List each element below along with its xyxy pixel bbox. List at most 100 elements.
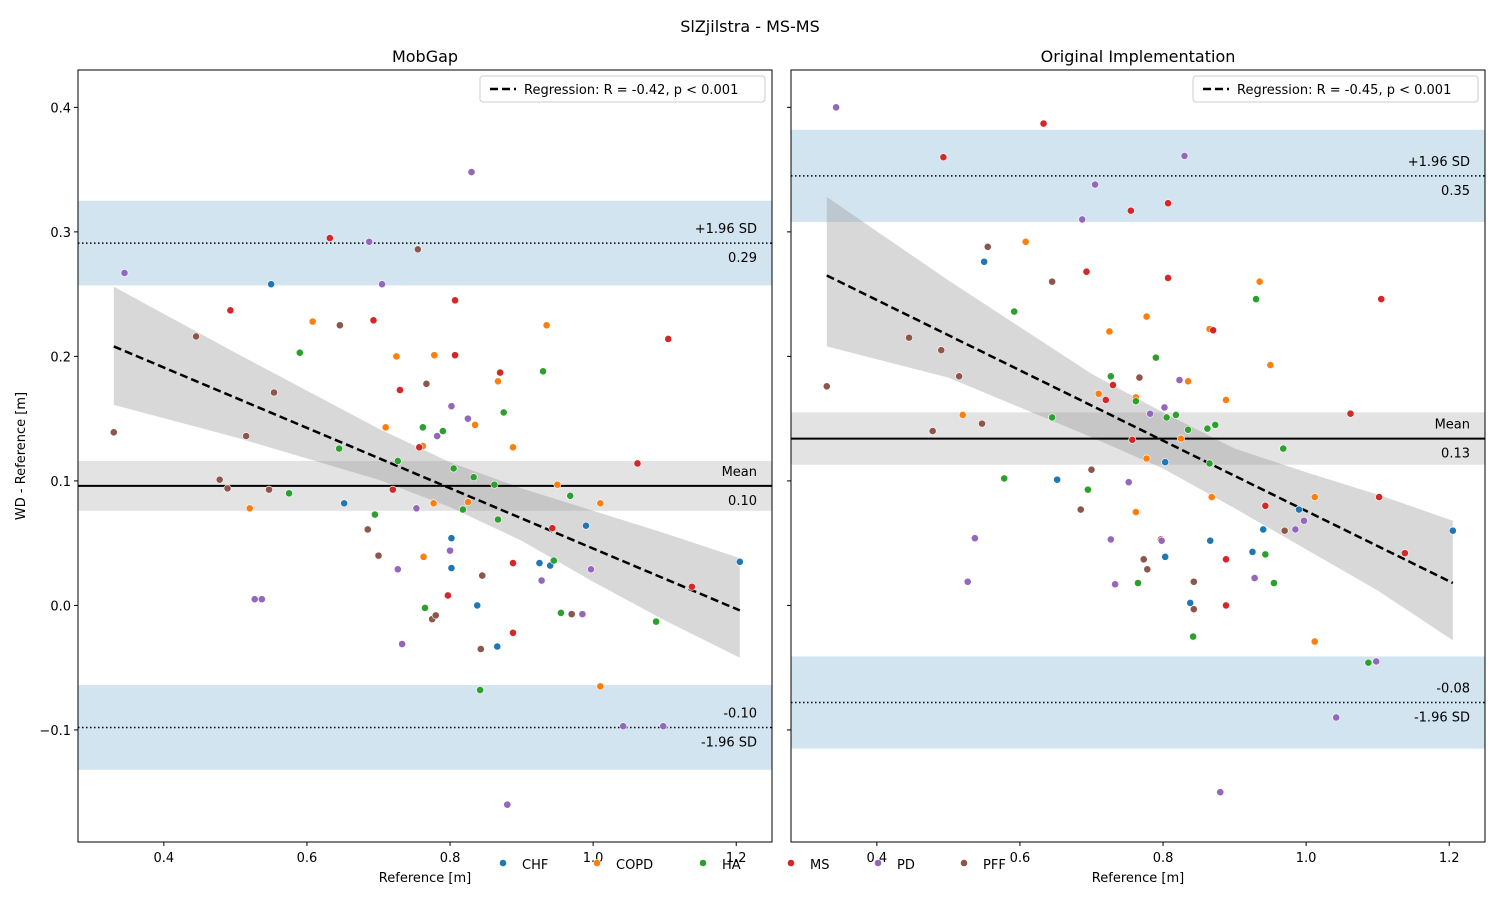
data-point [1091, 180, 1099, 189]
legend-label: PFF [983, 858, 1006, 873]
data-point [478, 571, 487, 580]
data-point [447, 402, 456, 411]
data-point [958, 411, 967, 419]
y-tick-label: 0.1 [50, 475, 71, 490]
data-point [393, 457, 402, 465]
data-point [1189, 605, 1198, 614]
data-point [553, 480, 562, 489]
data-point [659, 722, 668, 731]
legend-frame [1192, 75, 1479, 103]
data-point [388, 485, 397, 494]
data-point [285, 489, 293, 498]
regression-legend: Regression: R = -0.45, p < 0.001 [1192, 75, 1479, 103]
data-point [1146, 409, 1155, 418]
data-point [1082, 267, 1091, 276]
data-point [1078, 215, 1087, 224]
data-point [1255, 277, 1264, 286]
legend-marker [960, 859, 968, 867]
x-tick-label: 0.4 [154, 851, 175, 866]
data-point [1161, 458, 1170, 467]
data-point [451, 296, 459, 305]
data-point [535, 559, 544, 567]
data-point [1261, 501, 1270, 510]
data-point [413, 245, 422, 254]
figure-title: SlZjilstra - MS-MS [680, 17, 820, 36]
data-point [1207, 493, 1216, 501]
upper-loa-value-label: 0.35 [1441, 184, 1470, 199]
data-point [1279, 444, 1288, 453]
data-point [955, 372, 964, 381]
data-point [1162, 413, 1171, 422]
upper-loa-label: +1.96 SD [1408, 155, 1470, 170]
data-point [265, 485, 273, 494]
data-point [503, 800, 512, 809]
data-point [215, 475, 224, 484]
data-point [1205, 459, 1214, 468]
data-point [1039, 119, 1048, 128]
data-point [1000, 474, 1009, 483]
data-point [1203, 424, 1212, 433]
data-point [596, 499, 605, 508]
regression-legend-label: Regression: R = -0.45, p < 0.001 [1237, 83, 1451, 98]
data-point [1364, 658, 1373, 667]
upper-loa-band [791, 129, 1485, 222]
data-point [1048, 413, 1057, 422]
data-point [476, 686, 484, 694]
lower-loa-value-label: -0.08 [1436, 682, 1470, 697]
regression-ci-band [113, 286, 740, 658]
mean-value-label: 0.10 [728, 494, 757, 509]
data-point [735, 557, 744, 566]
data-point [1248, 547, 1257, 556]
data-point [619, 722, 628, 731]
data-point [242, 432, 251, 440]
data-point [1270, 579, 1278, 587]
data-point [1160, 403, 1169, 412]
data-point [1346, 409, 1355, 418]
data-point [664, 335, 673, 343]
data-point [490, 480, 499, 489]
data-point [446, 546, 454, 555]
data-point [192, 332, 200, 341]
data-point [1189, 632, 1197, 641]
data-point [493, 642, 502, 651]
data-point [464, 498, 472, 506]
data-point [905, 333, 913, 342]
data-point [365, 237, 374, 246]
x-tick-label: 0.8 [440, 851, 461, 866]
data-point [429, 499, 438, 508]
legend-label: COPD [616, 858, 653, 873]
data-point [335, 321, 344, 330]
lower-loa-label: -1.96 SD [701, 735, 757, 750]
data-point [1076, 505, 1085, 514]
data-point [582, 521, 590, 530]
data-point [1157, 536, 1166, 545]
data-point [542, 321, 551, 330]
data-point [1087, 465, 1096, 474]
data-point [447, 534, 456, 543]
legend-item-pd: PD [874, 858, 915, 873]
mean-label: Mean [1435, 418, 1470, 433]
data-point [1128, 435, 1137, 444]
mean-value-label: 0.13 [1441, 447, 1470, 462]
regression-line [113, 345, 741, 612]
data-point [937, 346, 946, 355]
data-point [449, 464, 458, 473]
data-point [1053, 475, 1062, 484]
data-point [1131, 508, 1140, 516]
lower-loa-value-label: -0.10 [723, 706, 757, 721]
data-point [509, 443, 517, 452]
panel-title: MobGap [392, 47, 458, 66]
y-tick-label: −0.1 [39, 724, 71, 739]
legend-marker [874, 859, 882, 867]
data-point [471, 420, 479, 429]
y-tick-label: 0.2 [50, 350, 71, 365]
y-axis-label: WD - Reference [m] [14, 392, 29, 520]
plot-area [791, 103, 1485, 797]
data-point [398, 640, 407, 648]
series-pd [120, 168, 668, 809]
regression-legend-label: Regression: R = -0.42, p < 0.001 [524, 83, 738, 98]
lower-loa-label: -1.96 SD [1414, 711, 1470, 726]
data-point [223, 484, 232, 493]
